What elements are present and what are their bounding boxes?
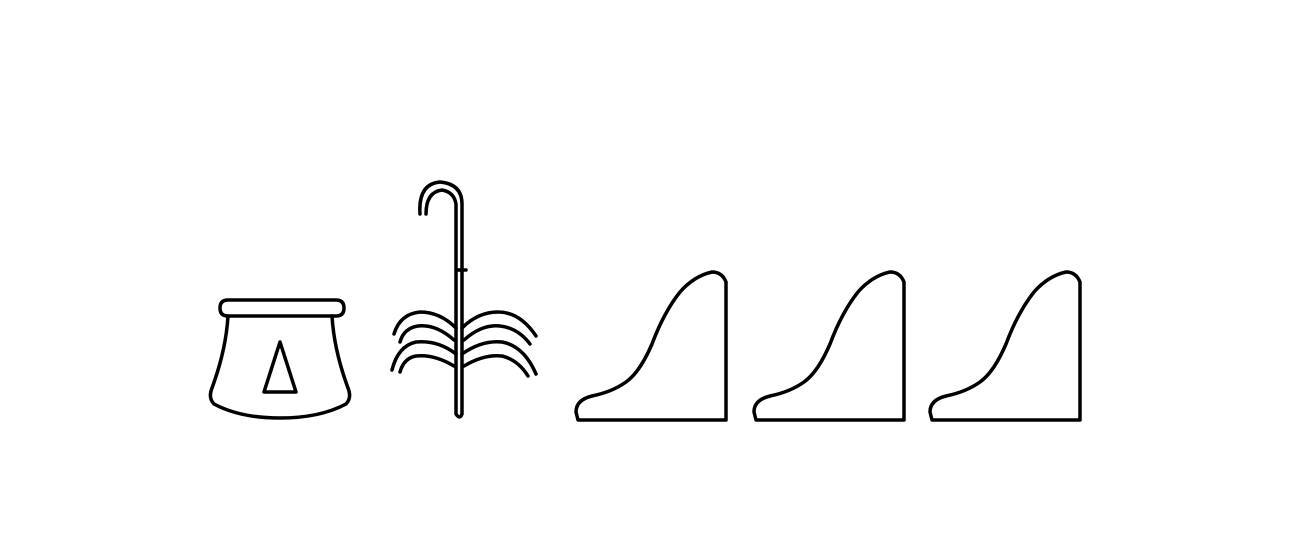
branch-upper-right-inner	[462, 324, 532, 346]
hill-slope-icon	[752, 270, 906, 422]
hill-slope-outline-1	[574, 270, 728, 422]
hill-slope-outline-3	[928, 270, 1082, 422]
branch-upper-left	[392, 310, 458, 336]
branch-upper-right	[460, 310, 538, 338]
branch-lower-right	[460, 340, 538, 376]
hill-slope-outline-2	[752, 270, 906, 422]
crook-with-branches-icon	[390, 180, 538, 419]
jar-rim	[218, 298, 346, 318]
crook-staff	[418, 180, 464, 419]
jar-body	[208, 314, 352, 420]
jar-with-triangle-icon	[208, 298, 352, 420]
branch-upper-left-inner	[398, 324, 456, 344]
branch-lower-left-inner	[398, 353, 456, 374]
jar-triangle	[262, 340, 298, 394]
branch-lower-right-inner	[462, 353, 530, 378]
hill-slope-icon	[928, 270, 1082, 422]
branch-lower-left	[390, 340, 458, 372]
hill-slope-icon	[574, 270, 728, 422]
